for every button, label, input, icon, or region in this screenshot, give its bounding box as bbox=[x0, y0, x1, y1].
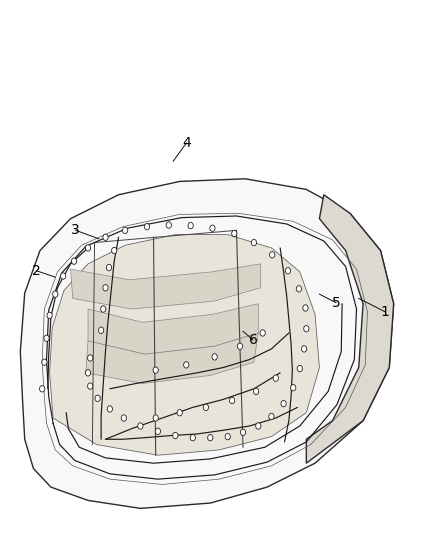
Circle shape bbox=[173, 432, 178, 439]
Text: 4: 4 bbox=[182, 136, 191, 150]
Circle shape bbox=[225, 433, 230, 440]
Circle shape bbox=[188, 222, 193, 229]
Circle shape bbox=[203, 404, 208, 410]
Circle shape bbox=[256, 423, 261, 429]
Circle shape bbox=[85, 369, 91, 376]
Circle shape bbox=[101, 306, 106, 312]
Circle shape bbox=[184, 362, 189, 368]
Circle shape bbox=[88, 355, 93, 361]
Circle shape bbox=[106, 264, 112, 271]
Circle shape bbox=[303, 305, 308, 311]
Polygon shape bbox=[306, 195, 394, 463]
Text: 5: 5 bbox=[332, 296, 340, 310]
Polygon shape bbox=[88, 304, 258, 354]
Polygon shape bbox=[20, 179, 394, 508]
Text: 1: 1 bbox=[381, 305, 389, 319]
Circle shape bbox=[60, 273, 66, 279]
Circle shape bbox=[153, 415, 158, 421]
Circle shape bbox=[260, 330, 265, 336]
Circle shape bbox=[39, 385, 45, 392]
Circle shape bbox=[297, 366, 302, 372]
Circle shape bbox=[251, 239, 257, 246]
Text: 6: 6 bbox=[249, 333, 258, 347]
Circle shape bbox=[273, 375, 279, 381]
Circle shape bbox=[281, 400, 286, 407]
Circle shape bbox=[42, 359, 47, 366]
Circle shape bbox=[145, 223, 150, 230]
Circle shape bbox=[296, 286, 301, 292]
Circle shape bbox=[88, 383, 93, 389]
Circle shape bbox=[254, 388, 259, 394]
Circle shape bbox=[85, 245, 91, 251]
Circle shape bbox=[269, 413, 274, 419]
Circle shape bbox=[121, 415, 127, 421]
Polygon shape bbox=[86, 333, 258, 383]
Circle shape bbox=[304, 326, 309, 332]
Circle shape bbox=[123, 227, 128, 233]
Circle shape bbox=[47, 312, 52, 319]
Circle shape bbox=[177, 409, 182, 416]
Circle shape bbox=[190, 434, 195, 441]
Circle shape bbox=[103, 285, 108, 291]
Circle shape bbox=[44, 335, 49, 342]
Polygon shape bbox=[71, 264, 261, 309]
Circle shape bbox=[208, 434, 213, 441]
Circle shape bbox=[153, 367, 158, 373]
Circle shape bbox=[112, 247, 117, 254]
Circle shape bbox=[71, 258, 77, 264]
Circle shape bbox=[155, 428, 160, 434]
Circle shape bbox=[107, 406, 113, 412]
Text: 3: 3 bbox=[71, 223, 80, 237]
Polygon shape bbox=[49, 235, 319, 455]
Circle shape bbox=[286, 268, 290, 274]
Circle shape bbox=[270, 252, 275, 258]
Circle shape bbox=[290, 384, 296, 391]
Circle shape bbox=[212, 354, 217, 360]
Circle shape bbox=[240, 429, 246, 435]
Circle shape bbox=[166, 222, 171, 228]
Circle shape bbox=[301, 346, 307, 352]
Circle shape bbox=[99, 327, 104, 334]
Circle shape bbox=[237, 343, 243, 350]
Circle shape bbox=[210, 225, 215, 231]
Circle shape bbox=[95, 395, 100, 401]
Circle shape bbox=[232, 230, 237, 237]
Circle shape bbox=[138, 423, 143, 429]
Circle shape bbox=[103, 234, 108, 240]
Circle shape bbox=[230, 397, 235, 403]
Text: 2: 2 bbox=[32, 264, 41, 278]
Circle shape bbox=[53, 291, 58, 297]
